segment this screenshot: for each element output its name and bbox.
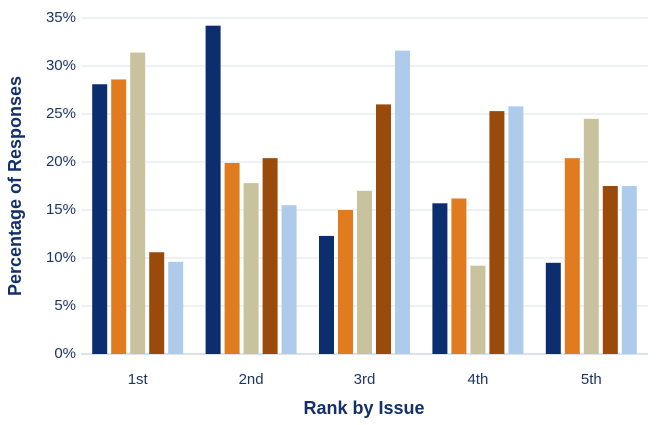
y-axis-title: Percentage of Responses [5, 76, 25, 296]
bar [376, 104, 391, 355]
bar [602, 186, 618, 354]
bar [262, 158, 278, 354]
bar [149, 252, 165, 354]
y-tick-label: 5% [54, 297, 76, 314]
bar [111, 79, 127, 354]
y-tick-label: 10% [46, 249, 76, 266]
bar [489, 111, 505, 355]
x-tick-label: 3rd [354, 371, 376, 388]
y-tick-label: 35% [46, 9, 76, 26]
bar [621, 186, 637, 354]
bar [168, 261, 184, 354]
x-tick-label: 5th [581, 371, 602, 388]
bar [130, 52, 146, 355]
bar [432, 203, 448, 354]
bar [451, 198, 467, 354]
bar [92, 84, 108, 355]
x-tick-label: 4th [467, 371, 488, 388]
bar [224, 162, 240, 354]
bar [205, 25, 221, 355]
bar [243, 183, 259, 354]
bar [583, 118, 599, 354]
y-tick-label: 25% [46, 105, 76, 122]
x-tick-label: 2nd [239, 371, 264, 388]
y-tick-label: 30% [46, 57, 76, 74]
y-tick-label: 15% [46, 201, 76, 218]
bar [281, 205, 297, 354]
bar [564, 158, 580, 354]
bar [545, 262, 561, 354]
bar [319, 235, 334, 354]
bar [338, 210, 353, 354]
x-tick-label: 1st [128, 371, 149, 388]
y-tick-label: 20% [46, 153, 76, 170]
bar [508, 106, 524, 354]
bar [395, 50, 410, 354]
bar [357, 190, 372, 354]
bar [470, 265, 486, 354]
x-axis-title: Rank by Issue [303, 398, 424, 418]
y-tick-label: 0% [54, 345, 76, 362]
